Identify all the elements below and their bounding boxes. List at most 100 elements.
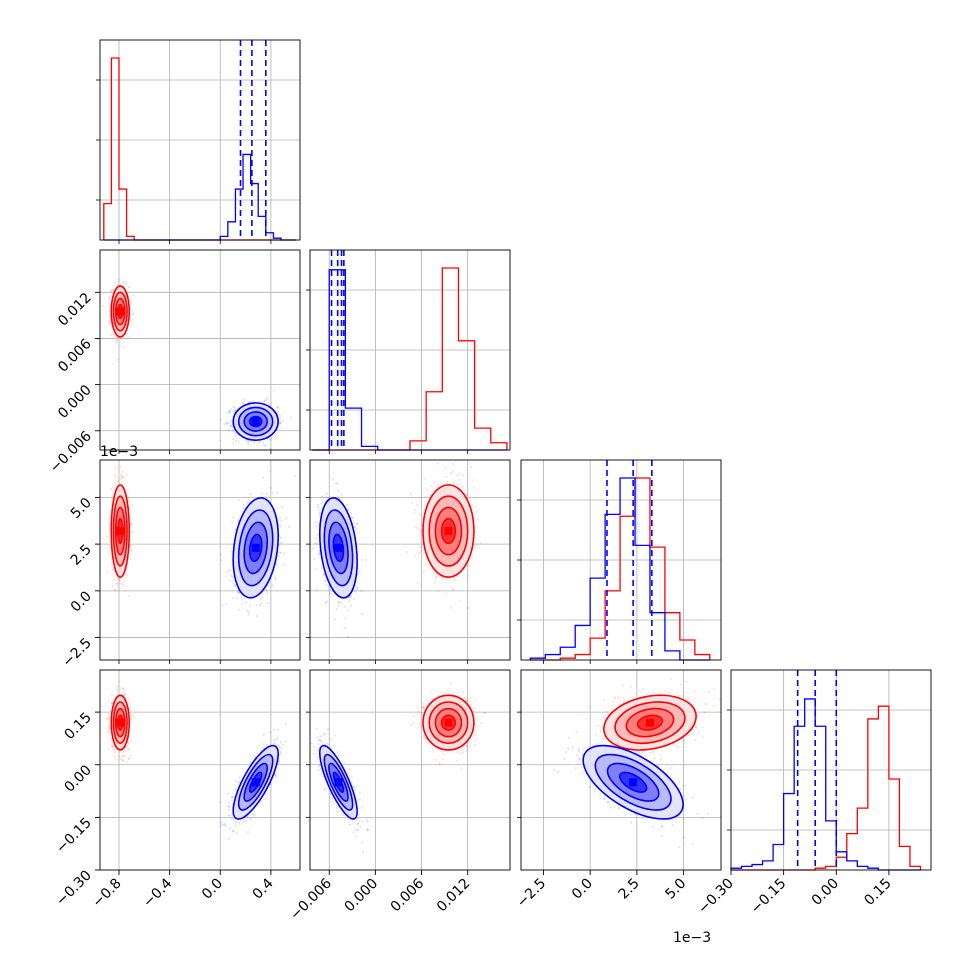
sample-point	[231, 582, 235, 585]
sample-point	[245, 819, 248, 823]
sample-point	[235, 597, 238, 600]
sample-point	[279, 536, 282, 539]
sample-point	[405, 550, 409, 554]
sample-point	[312, 547, 315, 550]
sample-point	[115, 476, 118, 479]
sample-point	[107, 730, 110, 733]
sample-point	[276, 737, 279, 740]
sample-point	[108, 297, 111, 301]
sample-point	[109, 739, 112, 742]
sample-point	[282, 563, 285, 567]
sample-point	[127, 697, 130, 701]
sample-point	[129, 312, 132, 316]
sample-point	[278, 414, 282, 417]
sample-point	[243, 402, 246, 405]
sample-point	[114, 473, 117, 477]
y-tick-label: 0.000	[55, 382, 95, 422]
sample-point	[122, 583, 125, 586]
sample-point	[262, 742, 266, 746]
sample-point	[317, 506, 320, 509]
sample-point	[276, 491, 279, 494]
sample-point	[266, 592, 269, 595]
sample-point	[461, 485, 464, 488]
sample-point	[479, 541, 482, 544]
sample-point	[107, 717, 110, 720]
sample-point	[355, 522, 359, 525]
sample-point	[275, 775, 278, 778]
sample-point	[118, 755, 121, 758]
sample-point	[120, 475, 123, 478]
sample-point	[108, 302, 111, 305]
sample-point	[255, 615, 258, 618]
sample-point	[106, 731, 109, 734]
sample-point	[360, 590, 363, 593]
sample-point	[269, 470, 272, 473]
sample-point	[119, 344, 122, 347]
sample-point	[110, 702, 113, 706]
sample-point	[247, 439, 251, 443]
sample-point	[247, 498, 250, 501]
sample-point	[248, 604, 251, 607]
panel-frame	[99, 459, 301, 661]
sample-point	[227, 792, 230, 795]
sample-point	[228, 410, 231, 413]
sample-point	[221, 604, 224, 607]
sample-point	[346, 609, 349, 612]
sample-point	[278, 551, 281, 554]
sample-point	[241, 602, 244, 605]
sample-point	[361, 612, 364, 616]
sample-point	[339, 497, 342, 500]
sample-point	[131, 319, 134, 322]
sample-point	[263, 399, 267, 402]
sample-point	[358, 571, 361, 574]
sample-point	[126, 489, 129, 492]
sample-point	[220, 418, 223, 421]
sample-point	[129, 558, 132, 561]
sample-point	[127, 286, 130, 289]
sample-point	[227, 837, 231, 840]
sample-point	[111, 702, 114, 705]
sample-point	[123, 754, 126, 757]
sample-point	[467, 606, 471, 610]
sample-point	[127, 499, 130, 502]
sample-point	[349, 604, 353, 607]
sample-point	[272, 389, 275, 392]
sample-point	[121, 759, 124, 762]
sample-point	[122, 754, 125, 757]
sample-point	[125, 473, 128, 477]
sample-point	[125, 283, 128, 286]
sample-point	[274, 578, 277, 581]
sample-point	[277, 760, 281, 763]
sample-point	[234, 434, 237, 437]
sample-point	[234, 820, 237, 824]
sample-point	[123, 580, 126, 584]
sample-point	[317, 509, 320, 512]
sample-point	[340, 602, 343, 605]
sample-point	[276, 506, 279, 510]
y-tick-label: −2.5	[59, 635, 94, 670]
sample-point	[220, 824, 223, 827]
sample-point	[318, 552, 321, 555]
sample-point	[361, 558, 364, 561]
sample-point	[258, 603, 261, 607]
sample-point	[458, 599, 461, 603]
sample-point	[117, 480, 120, 483]
sample-point	[347, 508, 350, 511]
sample-point	[238, 776, 241, 779]
sample-point	[356, 523, 359, 526]
sample-point	[273, 742, 276, 745]
sample-point	[267, 601, 270, 605]
sample-point	[127, 497, 130, 500]
sample-point	[269, 731, 272, 734]
sample-point	[365, 558, 368, 561]
sample-point	[237, 591, 240, 594]
sample-point	[129, 715, 132, 718]
sample-point	[452, 588, 455, 591]
sample-point	[118, 578, 121, 581]
sample-point	[325, 600, 328, 603]
sample-point	[420, 529, 423, 532]
sample-point	[337, 495, 340, 498]
sample-point	[271, 492, 274, 495]
density-peak	[116, 718, 125, 727]
